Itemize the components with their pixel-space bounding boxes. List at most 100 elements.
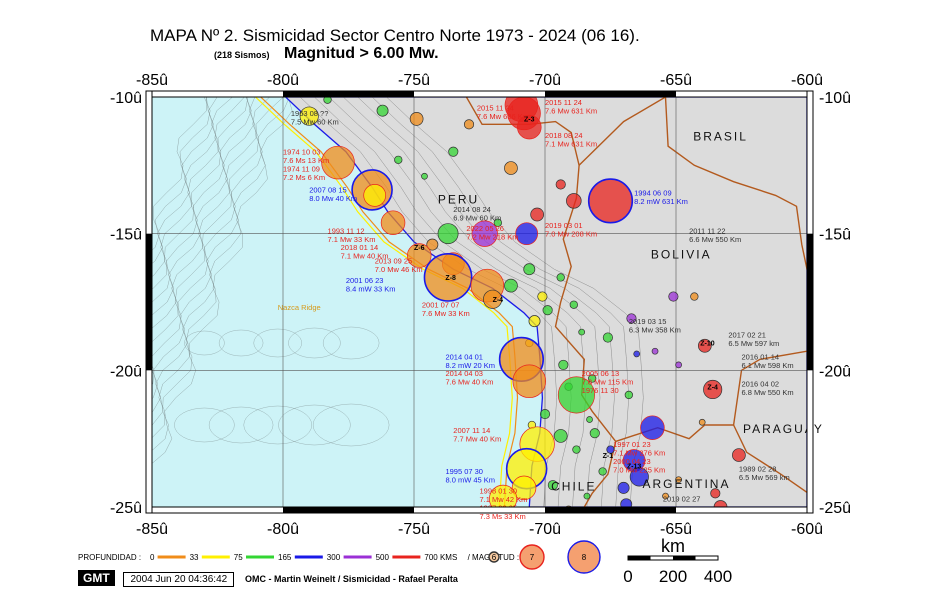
event-annotation: 2001 07 07 7.6 Mw 33 Km	[422, 300, 470, 318]
earthquake-marker	[703, 379, 723, 400]
longitude-tick-top: -75û	[398, 72, 430, 89]
depth-contour	[152, 97, 255, 400]
zone-label: Z-4	[493, 297, 504, 304]
latitude-tick-right: -15û	[819, 227, 851, 244]
event-annotation: 2018 08 24 7.1 Mw 631 Km	[545, 131, 597, 149]
annotation-line: 8.0 Mw 40 Km	[309, 194, 357, 203]
zone-label: Z-4	[707, 384, 718, 391]
earthquake-marker	[515, 222, 539, 246]
magnitude-legend-circle	[488, 551, 500, 563]
scale-bar-tick: 200	[659, 567, 687, 586]
annotation-line: 6.8 Mw 550 Km	[742, 388, 794, 397]
country-label: BOLIVIA	[651, 247, 712, 261]
annotation-line: 7.1 Mw 42 Km	[480, 495, 528, 504]
earthquake-marker	[426, 238, 439, 251]
event-annotation: 2018 01 14 7.1 Mw 40 Km	[341, 243, 389, 260]
event-annotation: 2011 11 22 6.6 Mw 550 Km	[689, 227, 741, 245]
annotation-line: 6.6 Mw 550 Km	[689, 235, 741, 244]
annotation-line: 1963 08 ??	[291, 109, 329, 118]
earthquake-marker	[323, 97, 332, 104]
event-annotation: 2022 05 26 7.2 Mw 218 Km	[466, 224, 518, 242]
depth-contour	[152, 97, 252, 386]
earthquake-marker	[588, 374, 597, 383]
earthquake-marker	[321, 145, 355, 180]
event-annotation: 2013 09 25 7.0 Mw 46 Km	[375, 257, 423, 275]
zone-labels: Z-3 Z-6 Z-8 Z-4 Z-10 Z-4 Z-13 Z-1	[414, 117, 718, 471]
earthquake-marker	[583, 492, 591, 500]
annotation-line: 2019 03 01	[545, 221, 583, 230]
seamount-contour	[174, 407, 235, 443]
annotation-line: 2014 08 24	[453, 205, 491, 214]
earthquake-marker	[587, 178, 634, 224]
earthquake-markers	[299, 97, 746, 507]
annotation-line: 6.5 Mw 569 km	[739, 473, 790, 482]
frame-bar	[283, 507, 414, 513]
depth-legend-label: 75	[234, 553, 243, 562]
depth-contour	[152, 97, 218, 290]
scale-bar-unit: km	[661, 536, 685, 556]
earthquake-marker	[517, 114, 542, 140]
frame-bar	[146, 233, 152, 371]
earthquake-marker	[662, 492, 669, 500]
earthquake-marker	[463, 119, 475, 130]
annotation-line: 2005 06 13	[582, 369, 620, 378]
annotation-line: 7.1 Mw 631 Km	[545, 140, 597, 149]
earthquake-marker	[572, 445, 581, 454]
earthquake-marker	[624, 390, 633, 400]
latitude-tick-left: -20û	[110, 363, 142, 380]
annotation-line: 1974 11 09	[283, 164, 320, 173]
earthquake-marker	[376, 104, 389, 117]
zone-label: Z-1	[603, 453, 614, 460]
event-annotation: 1994 06 09 8.2 mW 631 Km	[634, 188, 688, 206]
annotation-line: 7.6 Mw 631 Km	[545, 107, 597, 116]
annotation-line: 7.0 Mw 46 Km	[375, 265, 423, 274]
annotation-line: 7.6 Mw 636 Km	[477, 112, 529, 121]
annotation-line: 2019 02 27	[663, 495, 701, 504]
earthquake-marker	[437, 223, 459, 245]
earthquake-marker	[421, 172, 428, 180]
depth-contour	[152, 97, 257, 413]
longitude-tick-bottom: -75û	[398, 521, 430, 538]
earthquake-marker	[566, 193, 582, 209]
event-annotation: 2019 03 01 7.0 Mw 208 Km	[545, 221, 597, 239]
annotation-line: 2000 04 23	[613, 457, 651, 466]
annotation-line: 1993 11 12	[328, 227, 365, 236]
event-annotation: 1997 01 23 7.1 Mw 276 Km 2000 04 23 7.0 Mw …	[613, 440, 665, 475]
event-annotation: 2014 04 03 7.6 Mw 40 Km	[445, 369, 493, 387]
annotation-line: 6.1 Mw 598 Km	[742, 361, 794, 370]
earthquake-marker	[504, 278, 518, 293]
annotation-line: 2022 05 26	[466, 224, 504, 233]
annotation-line: 2018 01 14	[341, 243, 379, 252]
zone-label: Z-10	[700, 341, 715, 348]
earthquake-marker	[626, 313, 637, 324]
magnitude-legend-label: 8	[582, 553, 587, 562]
depth-legend-label: 165	[278, 553, 292, 562]
frame-bar	[283, 91, 414, 97]
annotation-line: 7.6 Mw 40 Km	[445, 377, 493, 386]
annotation-line: 2014 04 03	[445, 369, 483, 378]
annotation-line: 7.6 Ms 13 Km	[283, 156, 329, 165]
earthquake-marker	[598, 467, 607, 476]
border-line	[578, 97, 666, 166]
depth-contour	[152, 97, 245, 316]
longitude-tick-bottom: -60û	[791, 521, 823, 538]
annotation-line: 1976 11 30	[582, 386, 619, 395]
annotation-line: 7.1 Mw 40 Km	[341, 252, 389, 261]
annotation-line: 1997 01 23	[613, 440, 651, 449]
zone-label: Z-13	[627, 464, 642, 471]
frame-bottom	[151, 506, 808, 514]
event-annotation: 1995 07 30 8.0 mW 45 Km	[445, 467, 495, 485]
annotation-line: 2017 02 21	[728, 331, 766, 340]
country-label: BRASIL	[693, 130, 748, 144]
border-line	[732, 424, 807, 494]
annotation-line: 1989 02 28	[739, 464, 777, 473]
seamount-contour	[184, 330, 225, 356]
annotation-line: 2016 01 14	[742, 352, 780, 361]
earthquake-marker	[489, 484, 518, 507]
depth-contour	[152, 97, 207, 251]
earthquake-marker	[299, 106, 319, 126]
relief-contour	[343, 97, 601, 507]
magnitude-legend-circle	[567, 540, 601, 574]
earthquake-marker	[528, 315, 541, 328]
